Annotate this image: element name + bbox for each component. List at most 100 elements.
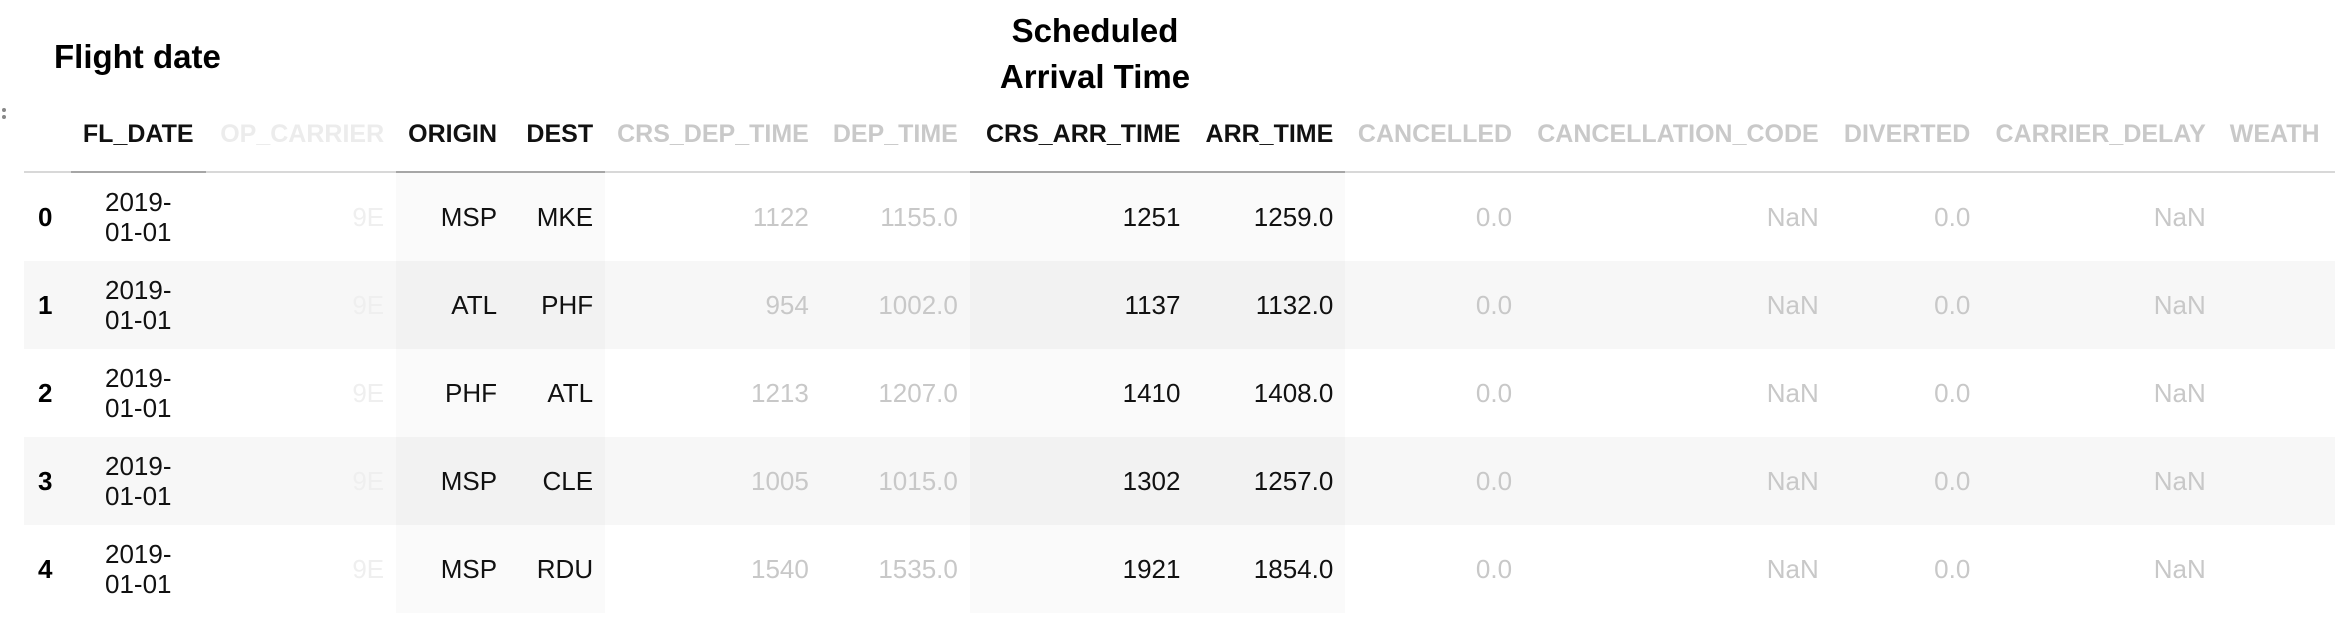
header-carrier-delay[interactable]: CARRIER_DELAY [1982,98,2218,173]
cell-dep-time: 1535.0 [878,553,958,584]
flight-date-annotation: Flight date [54,38,221,75]
cell-cancelled: 0.0 [1345,437,1525,525]
header-cancelled[interactable]: CANCELLED [1345,98,1525,173]
dataframe-table: FL_DATE OP_CARRIER ORIGIN DEST CRS_DEP_T… [24,98,2335,613]
cell-op-carrier: 9E [205,261,397,349]
cell-dest: CLE [509,437,606,525]
scheduled-arrival-annotation: Scheduled Arrival Time [990,8,1200,100]
cell-crs-dep-time: 1213 [750,377,809,408]
date-part-1: 2019- [104,451,172,481]
header-fl-date[interactable]: FL_DATE [70,98,206,173]
date-part-1: 2019- [104,187,172,217]
cell-arr-time: 1408.0 [1192,349,1346,437]
header-weather-delay[interactable]: WEATH [2217,98,2335,173]
cell-origin: MSP [396,172,510,261]
table-row: 3 2019- 01-01 9E MSP CLE 1005 1015.0 1302… [24,437,2335,525]
date-part-2: 01-01 [104,481,172,511]
date-part-1: 2019- [104,275,172,305]
scheduled-arrival-line1: Scheduled [1011,12,1179,49]
header-op-carrier[interactable]: OP_CARRIER [205,98,397,173]
cell-carrier-delay: NaN [1982,437,2218,525]
header-arr-time[interactable]: ARR_TIME [1192,98,1346,173]
cell-diverted: 0.0 [1830,437,1983,525]
cell-op-carrier: 9E [352,553,385,584]
cell-dest: ATL [509,349,606,437]
cell-fl-date: 2019- 01-01 [71,349,206,437]
header-dep-time[interactable]: DEP_TIME [820,98,970,173]
cell-carrier-delay: NaN [2153,377,2206,408]
cell-carrier-delay: NaN [2153,201,2206,232]
cell-weather-delay [2218,349,2335,437]
cell-origin: PHF [396,349,510,437]
cell-crs-arr-time: 1302 [969,437,1193,525]
cell-dep-time: 1155.0 [880,201,958,232]
scheduled-arrival-line2: Arrival Time [999,58,1191,95]
cell-origin: MSP [396,437,510,525]
cell-crs-arr-time: 1410 [969,349,1193,437]
cell-origin: ATL [396,261,510,349]
cell-arr-time: 1257.0 [1192,437,1346,525]
cell-op-carrier: 9E [352,201,385,232]
cell-carrier-delay: NaN [2153,553,2206,584]
cell-fl-date: 2019- 01-01 [71,525,206,613]
cell-cancelled: 0.0 [1345,261,1525,349]
cell-cancelled: 0.0 [1475,201,1513,232]
table-body: 0 2019- 01-01 9E MSP MKE 1122 1155.0 1251… [24,172,2335,613]
header-diverted[interactable]: DIVERTED [1830,98,1983,173]
cell-dest: RDU [509,525,606,613]
cell-crs-dep-time: 1122 [752,201,809,232]
table-row: 4 2019- 01-01 9E MSP RDU 1540 1535.0 1921… [24,525,2335,613]
cell-crs-dep-time: 954 [605,261,821,349]
date-part-2: 01-01 [104,569,172,599]
date-part-2: 01-01 [104,305,172,335]
cell-cancelled: 0.0 [1475,377,1513,408]
cell-arr-time: 1132.0 [1192,261,1346,349]
cell-cancellation-code: NaN [1766,201,1819,232]
header-crs-arr-time[interactable]: CRS_ARR_TIME [969,98,1193,173]
table-row: 2 2019- 01-01 9E PHF ATL 1213 1207.0 1410… [24,349,2335,437]
date-part-2: 01-01 [104,217,172,247]
cell-diverted: 0.0 [1934,553,1971,584]
cell-dep-time: 1015.0 [820,437,970,525]
cell-cancellation-code: NaN [1524,437,1831,525]
cell-weather-delay [2217,261,2335,349]
cell-diverted: 0.0 [1830,261,1983,349]
date-part-1: 2019- [104,539,172,569]
cell-diverted: 0.0 [1934,201,1971,232]
cell-fl-date: 2019- 01-01 [70,261,206,349]
row-index: 4 [38,553,53,584]
cell-fl-date: 2019- 01-01 [71,172,206,261]
cell-dest: PHF [509,261,606,349]
header-dest[interactable]: DEST [509,98,606,173]
cell-diverted: 0.0 [1934,377,1971,408]
cell-dep-time: 1002.0 [820,261,970,349]
cell-crs-arr-time: 1137 [969,261,1193,349]
cell-cancelled: 0.0 [1475,553,1513,584]
cell-crs-dep-time: 1005 [605,437,821,525]
table-row: 1 2019- 01-01 9E ATL PHF 954 1002.0 1137 … [24,261,2335,349]
cell-weather-delay [2218,172,2335,261]
date-part-1: 2019- [104,363,172,393]
table-row: 0 2019- 01-01 9E MSP MKE 1122 1155.0 1251… [24,172,2335,261]
cell-cancellation-code: NaN [1766,553,1819,584]
header-index [24,98,71,173]
cell-origin: MSP [396,525,510,613]
cell-crs-arr-time: 1921 [969,525,1193,613]
header-cancellation-code[interactable]: CANCELLATION_CODE [1524,98,1831,173]
cell-dep-time: 1207.0 [878,377,958,408]
header-origin[interactable]: ORIGIN [396,98,510,173]
cell-crs-dep-time: 1540 [750,553,809,584]
cell-op-carrier: 9E [352,377,385,408]
cell-weather-delay [2218,525,2335,613]
header-crs-dep-time[interactable]: CRS_DEP_TIME [605,98,821,173]
cell-arr-time: 1854.0 [1192,525,1346,613]
cell-crs-arr-time: 1251 [969,172,1193,261]
row-index: 1 [24,261,71,349]
cell-op-carrier: 9E [205,437,397,525]
drag-handle-icon[interactable] [0,106,8,122]
cell-carrier-delay: NaN [1982,261,2218,349]
header-row: FL_DATE OP_CARRIER ORIGIN DEST CRS_DEP_T… [24,98,2335,173]
cell-fl-date: 2019- 01-01 [70,437,206,525]
table-header: FL_DATE OP_CARRIER ORIGIN DEST CRS_DEP_T… [24,98,2335,173]
cell-dest: MKE [509,172,606,261]
